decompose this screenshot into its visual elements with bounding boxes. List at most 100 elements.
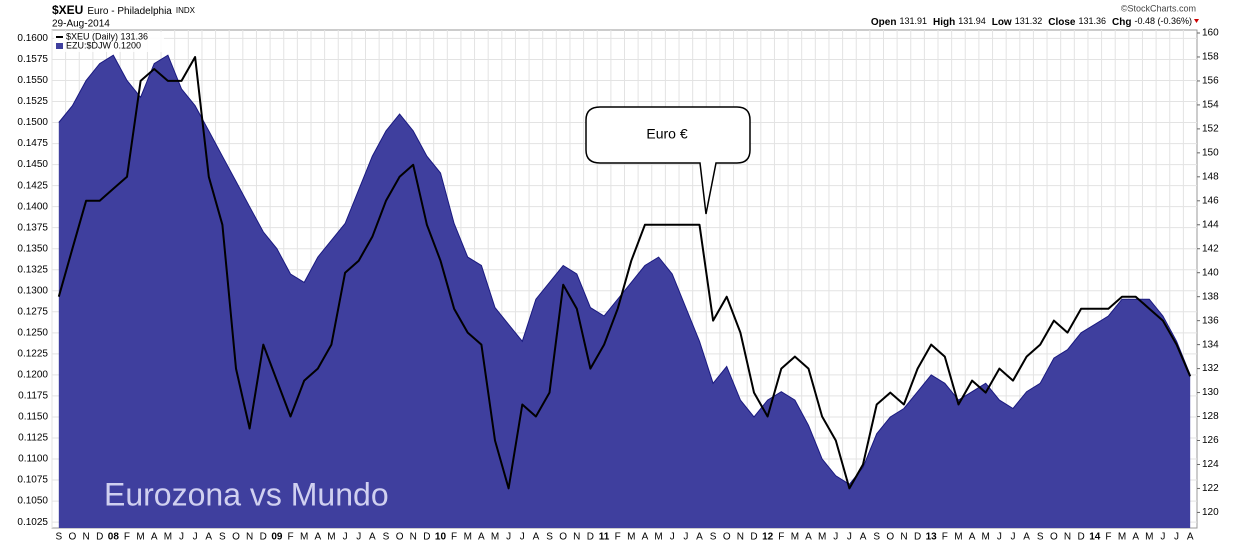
x-tick-label: F — [942, 532, 948, 543]
legend-label: $XEU (Daily) 131.36 — [66, 31, 148, 41]
y-tick-label: 0.1150 — [18, 412, 48, 423]
legend-label: EZU:$DJW 0.1200 — [66, 40, 141, 50]
y2-tick-label: 124 — [1202, 459, 1219, 470]
x-tick-label: O — [886, 532, 894, 543]
x-tick-label: N — [246, 532, 253, 543]
y-tick-label: 0.1475 — [17, 138, 48, 149]
y-tick-label: 0.1400 — [17, 201, 48, 212]
x-tick-label: J — [997, 532, 1002, 543]
x-tick-label: N — [82, 532, 89, 543]
y-tick-label: 0.1125 — [18, 433, 48, 444]
x-tick-label: J — [343, 532, 348, 543]
x-tick-label: O — [723, 532, 731, 543]
legend-swatch — [56, 43, 63, 49]
y-tick-label: 0.1200 — [17, 370, 48, 381]
area-fill — [58, 55, 1191, 528]
x-tick-label: S — [873, 532, 880, 543]
y2-tick-label: 150 — [1202, 147, 1219, 158]
x-tick-label: J — [520, 532, 525, 543]
x-tick-label: D — [1078, 532, 1085, 543]
x-tick-label: 14 — [1089, 532, 1101, 543]
y-tick-label: 0.1575 — [17, 54, 48, 65]
x-tick-label: N — [1064, 532, 1071, 543]
x-tick-label: S — [1037, 532, 1044, 543]
x-tick-label: N — [900, 532, 907, 543]
header: $XEU Euro - Philadelphia INDX — [52, 3, 196, 17]
x-tick-label: F — [124, 532, 130, 543]
x-tick-label: D — [914, 532, 921, 543]
x-tick-label: S — [710, 532, 717, 543]
x-tick-label: 11 — [599, 532, 610, 543]
x-tick-label: M — [1118, 532, 1126, 543]
x-tick-label: A — [642, 532, 649, 543]
x-tick-label: D — [423, 532, 430, 543]
x-tick-label: J — [179, 532, 184, 543]
y2-tick-label: 126 — [1202, 435, 1219, 446]
y2-tick-label: 152 — [1202, 124, 1219, 135]
exchange: INDX — [176, 6, 196, 15]
quote-label: Low — [992, 17, 1012, 28]
callout-bubble — [585, 106, 751, 215]
credit: ©StockCharts.com — [1121, 3, 1196, 13]
watermark-label: Eurozona vs Mundo — [104, 476, 389, 512]
quote-value: 131.91 — [899, 16, 927, 26]
y2-tick-label: 144 — [1202, 219, 1219, 230]
y-tick-label: 0.1175 — [18, 391, 48, 402]
y-tick-label: 0.1550 — [17, 75, 48, 86]
x-tick-label: F — [615, 532, 621, 543]
quote-label: High — [933, 17, 955, 28]
x-tick-label: O — [559, 532, 567, 543]
y2-tick-label: 148 — [1202, 171, 1219, 182]
x-tick-label: O — [396, 532, 404, 543]
x-tick-label: N — [410, 532, 417, 543]
x-tick-label: M — [164, 532, 172, 543]
y-tick-label: 0.1075 — [17, 475, 48, 486]
y2-tick-label: 158 — [1202, 52, 1219, 63]
x-tick-label: M — [327, 532, 335, 543]
x-tick-label: J — [847, 532, 852, 543]
x-tick-label: M — [982, 532, 990, 543]
quote-value: 131.36 — [1078, 16, 1106, 26]
subtitle: Euro - Philadelphia — [87, 6, 172, 17]
x-tick-label: J — [833, 532, 838, 543]
x-tick-label: M — [818, 532, 826, 543]
x-tick-label: S — [383, 532, 390, 543]
y-tick-label: 0.1300 — [17, 285, 48, 296]
x-tick-label: F — [778, 532, 784, 543]
callout-text: Euro € — [646, 126, 687, 142]
x-tick-label: A — [151, 532, 158, 543]
x-tick-label: N — [737, 532, 744, 543]
line — [57, 56, 1192, 490]
y2-tick-label: 146 — [1202, 195, 1219, 206]
x-tick-label: A — [533, 532, 540, 543]
x-tick-label: O — [1050, 532, 1058, 543]
y-tick-label: 0.1600 — [17, 33, 48, 44]
y2-tick-label: 138 — [1202, 291, 1219, 302]
y-tick-label: 0.1450 — [17, 159, 48, 170]
y2-tick-label: 132 — [1202, 363, 1219, 374]
x-tick-label: M — [300, 532, 308, 543]
x-tick-label: 12 — [762, 532, 774, 543]
x-tick-label: A — [1187, 532, 1194, 543]
x-tick-label: F — [287, 532, 293, 543]
marks — [57, 54, 1192, 528]
x-tick-label: A — [696, 532, 703, 543]
callout: Euro € — [585, 106, 751, 215]
area-outline — [58, 54, 1191, 485]
y2-tick-label: 140 — [1202, 267, 1219, 278]
x-tick-label: M — [464, 532, 472, 543]
x-tick-label: 10 — [435, 532, 447, 543]
x-tick-label: F — [1105, 532, 1111, 543]
y-tick-label: 0.1350 — [17, 243, 48, 254]
y2-tick-label: 134 — [1202, 339, 1219, 350]
y-tick-label: 0.1525 — [17, 96, 48, 107]
y-tick-label: 0.1025 — [17, 517, 48, 528]
x-tick-label: M — [491, 532, 499, 543]
y-tick-label: 0.1425 — [17, 180, 48, 191]
quote-value: 131.32 — [1015, 16, 1043, 26]
x-tick-label: J — [1174, 532, 1179, 543]
y2-tick-label: 136 — [1202, 315, 1219, 326]
x-tick-label: D — [750, 532, 757, 543]
y-tick-label: 0.1100 — [18, 454, 48, 465]
x-tick-label: S — [219, 532, 226, 543]
